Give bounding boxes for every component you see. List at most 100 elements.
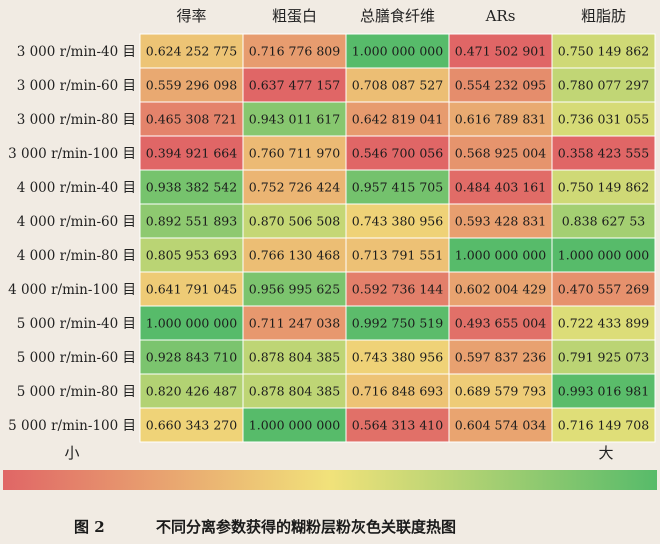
cell-value-label: 0.660 343 270	[146, 418, 237, 433]
heatmap-cell	[551, 407, 656, 443]
heatmap-cell	[139, 135, 244, 171]
cell-value-label: 1.000 000 000	[455, 248, 546, 263]
cell-value-label: 0.394 921 664	[146, 146, 237, 161]
cell-value-label: 1.000 000 000	[146, 316, 237, 331]
cell-value-label: 0.554 232 095	[455, 78, 546, 93]
heatmap-cell	[448, 407, 553, 443]
heatmap-cell	[242, 33, 347, 69]
row-label: 4 000 r/min-100 目	[8, 282, 136, 298]
cell-value-label: 0.992 750 519	[352, 316, 443, 331]
heatmap-cell	[345, 305, 450, 341]
row-labels: 3 000 r/min-40 目 3 000 r/min-60 目 3 000 r/…	[8, 44, 136, 434]
cell-value-label: 0.592 736 144	[352, 282, 443, 297]
column-header: 得率	[176, 7, 206, 25]
cell-value-label: 0.878 804 385	[249, 350, 340, 365]
cell-value-label: 0.760 711 970	[249, 146, 340, 161]
cell-value-label: 0.465 308 721	[146, 112, 237, 127]
cell-value-label: 0.624 252 775	[146, 44, 237, 59]
column-headers: 得率 粗蛋白 总膳食纤维 ARs 粗脂肪	[176, 7, 626, 25]
cell-value-label: 0.564 313 410	[352, 418, 443, 433]
cell-value-label: 0.604 574 034	[455, 418, 546, 433]
cell-value-label: 1.000 000 000	[558, 248, 649, 263]
cell-value-label: 1.000 000 000	[352, 44, 443, 59]
cell-value-label: 0.743 380 956	[352, 350, 443, 365]
cell-value-label: 0.943 011 617	[249, 112, 340, 127]
cell-value-label: 0.750 149 862	[558, 180, 649, 195]
cell-value-label: 0.766 130 468	[249, 248, 340, 263]
cell-value-label: 0.791 925 073	[558, 350, 649, 365]
heatmap-cell	[551, 373, 656, 409]
heatmap-cell	[345, 339, 450, 375]
cell-value-label: 0.780 077 297	[558, 78, 649, 93]
cell-value-label: 0.752 726 424	[249, 180, 340, 195]
cell-value-label: 0.938 382 542	[146, 180, 237, 195]
cell-value-label: 0.616 789 831	[455, 112, 546, 127]
cell-value-label: 0.568 925 004	[455, 146, 546, 161]
cell-value-label: 0.597 837 236	[455, 350, 546, 365]
cell-value-label: 0.708 087 527	[352, 78, 443, 93]
cell-value-label: 0.358 423 555	[558, 146, 649, 161]
cell-value-label: 0.870 506 508	[249, 214, 340, 229]
heatmap-cell	[139, 169, 244, 205]
heatmap-cell	[551, 305, 656, 341]
row-label: 4 000 r/min-80 目	[17, 248, 136, 264]
cell-value-label: 0.957 415 705	[352, 180, 443, 195]
heatmap-cells: 0.624 252 775 0.716 776 809 1.000 000 000 0…	[139, 33, 656, 443]
heatmap-cell	[242, 135, 347, 171]
heatmap-cell	[139, 33, 244, 69]
cell-value-label: 0.470 557 269	[558, 282, 649, 297]
cell-value-label: 0.602 004 429	[455, 282, 546, 297]
cell-value-label: 0.642 819 041	[352, 112, 443, 127]
row-label: 5 000 r/min-100 目	[8, 418, 136, 434]
row-label: 3 000 r/min-80 目	[17, 112, 136, 128]
cell-value-label: 0.471 502 901	[455, 44, 546, 59]
cell-value-label: 0.743 380 956	[352, 214, 443, 229]
figure-number: 图 2	[74, 518, 105, 536]
cell-value-label: 0.750 149 862	[558, 44, 649, 59]
cell-value-label: 0.546 700 056	[352, 146, 443, 161]
column-header: 粗脂肪	[581, 7, 626, 25]
row-label: 3 000 r/min-100 目	[8, 146, 136, 162]
heatmap-cell	[242, 339, 347, 375]
heatmap-cell	[448, 339, 553, 375]
heatmap-cell	[242, 101, 347, 137]
cell-value-label: 0.716 776 809	[249, 44, 340, 59]
row-label: 5 000 r/min-80 目	[17, 384, 136, 400]
cell-value-label: 1.000 000 000	[249, 418, 340, 433]
figure-caption: 不同分离参数获得的糊粉层粉灰色关联度热图	[156, 518, 456, 536]
heatmap-cell	[139, 407, 244, 443]
cell-value-label: 0.993 016 981	[558, 384, 649, 399]
heatmap-cell	[448, 271, 553, 307]
cell-value-label: 0.805 953 693	[146, 248, 237, 263]
cell-value-label: 0.493 655 004	[455, 316, 546, 331]
column-header: 粗蛋白	[272, 7, 317, 25]
heatmap-cell	[242, 271, 347, 307]
heatmap-cell	[345, 373, 450, 409]
column-header: ARs	[485, 7, 516, 25]
heatmap-cell	[139, 67, 244, 103]
row-label: 5 000 r/min-40 目	[17, 316, 136, 332]
row-label: 3 000 r/min-60 目	[17, 78, 136, 94]
column-header: 总膳食纤维	[360, 7, 435, 25]
cell-value-label: 0.928 843 710	[146, 350, 237, 365]
heatmap-cell	[242, 305, 347, 341]
cell-value-label: 0.820 426 487	[146, 384, 237, 399]
legend-high-label: 大	[598, 444, 613, 462]
heatmap-cell	[448, 203, 553, 239]
heatmap-cell	[345, 169, 450, 205]
cell-value-label: 0.637 477 157	[249, 78, 340, 93]
cell-value-label: 0.484 403 161	[455, 180, 546, 195]
cell-value-label: 0.713 791 551	[352, 248, 443, 263]
heatmap-cell	[242, 203, 347, 239]
heatmap-cell	[139, 237, 244, 273]
row-label: 5 000 r/min-60 目	[17, 350, 136, 366]
cell-value-label: 0.689 579 793	[455, 384, 546, 399]
heatmap-cell	[139, 271, 244, 307]
heatmap-cell	[139, 339, 244, 375]
heatmap-cell	[448, 135, 553, 171]
heatmap-cell	[345, 203, 450, 239]
cell-value-label: 0.593 428 831	[455, 214, 546, 229]
heatmap-cell	[448, 101, 553, 137]
heatmap-cell	[551, 271, 656, 307]
